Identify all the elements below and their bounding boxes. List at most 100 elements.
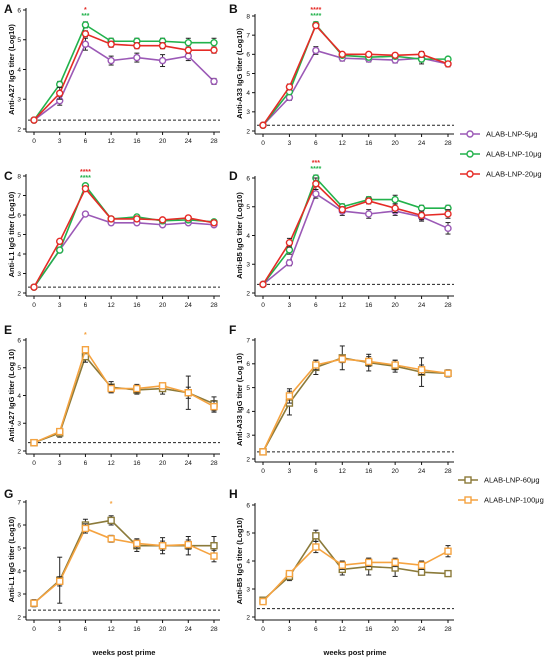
y-tick-label: 8 — [17, 173, 21, 180]
y-tick-label: 7 — [17, 193, 21, 200]
significance-marker: **** — [310, 13, 321, 20]
panel-label: F — [229, 323, 236, 337]
data-point — [312, 532, 320, 540]
y-tick-label: 6 — [17, 7, 21, 14]
significance-marker: *** — [312, 160, 320, 167]
data-point — [285, 83, 294, 91]
data-point — [312, 543, 320, 551]
series-line-orange — [262, 358, 449, 453]
data-point — [184, 52, 192, 60]
series-line-green — [33, 23, 214, 121]
x-tick-label: 6 — [84, 460, 88, 467]
data-point — [30, 283, 38, 291]
x-tick-label: 20 — [392, 626, 400, 633]
x-tick-label: 20 — [159, 460, 167, 467]
x-tick-label: 3 — [58, 626, 62, 633]
y-tick-label: 6 — [17, 522, 21, 529]
x-tick-label: 16 — [133, 626, 141, 633]
x-tick-label: 3 — [58, 460, 62, 467]
y-tick-label: 6 — [246, 175, 250, 182]
data-point — [338, 50, 346, 59]
y-tick-label: 2 — [246, 128, 250, 135]
legend-top: ALAB-LNP-5μg ALAB-LNP-10μg ALAB-LNP-20μg — [460, 130, 542, 179]
y-tick-label: 3 — [17, 97, 21, 104]
x-tick-label: 6 — [314, 626, 318, 633]
x-tick-label: 28 — [444, 626, 452, 633]
series-line-red — [33, 32, 214, 121]
y-tick-label: 8 — [246, 13, 250, 20]
y-tick-label: 4 — [246, 90, 250, 97]
x-tick-label: 20 — [159, 302, 167, 309]
legend-label: ALAB-LNP-60μg — [484, 476, 540, 485]
y-tick-label: 2 — [17, 290, 21, 297]
x-tick-label: 16 — [365, 140, 373, 147]
y-axis-label: Anti-L1 IgG titer (Log10) — [7, 191, 16, 277]
x-tick-label: 3 — [58, 138, 62, 145]
x-tick-label: 0 — [32, 302, 36, 309]
data-point — [365, 210, 373, 218]
data-point — [365, 357, 373, 366]
x-tick-label: 0 — [261, 626, 265, 633]
data-point — [133, 539, 141, 548]
data-point — [158, 382, 167, 390]
x-tick-label: 12 — [339, 140, 347, 147]
chart-panel-h: H Anti-B5 IgG titer (Log10) 2 3 4 5 6 0 3 6 12 16 20… — [229, 487, 454, 633]
y-tick-label: 2 — [17, 448, 21, 455]
y-tick-label: 5 — [17, 37, 21, 44]
series-line-purple — [33, 213, 215, 288]
series-line-olive — [33, 519, 214, 604]
panel-label: H — [229, 487, 238, 501]
x-tick-label: 6 — [314, 302, 318, 309]
x-tick-label: 24 — [185, 138, 193, 145]
x-tick-label: 24 — [185, 460, 193, 467]
data-point — [107, 384, 115, 393]
series-line-green — [262, 23, 448, 126]
data-point — [81, 21, 90, 29]
data-point — [417, 211, 426, 220]
data-point — [184, 46, 192, 54]
x-tick-label: 16 — [133, 460, 141, 467]
data-point — [107, 56, 115, 65]
data-point — [312, 190, 320, 198]
x-axis-label-right: weeks post prime — [323, 648, 387, 657]
x-tick-label: 24 — [185, 626, 193, 633]
legend-swatch-marker — [466, 150, 474, 158]
data-point — [365, 197, 373, 205]
legend-bottom: ALAB-LNP-60μg ALAB-LNP-100μg — [458, 476, 544, 505]
y-tick-label: 6 — [246, 502, 250, 509]
x-tick-label: 12 — [108, 138, 116, 145]
data-point — [184, 214, 192, 222]
chart-panel-f: F Anti-A33 IgG titer (Log 10) 2 3 4 5 6 7 0 3 6 12 1… — [229, 323, 454, 475]
x-tick-label: 16 — [133, 302, 141, 309]
x-tick-label: 6 — [84, 302, 88, 309]
data-point — [338, 205, 346, 214]
x-tick-label: 12 — [339, 626, 347, 633]
y-axis-label: Anti-A27 IgG titer (Log10) — [7, 24, 16, 115]
data-point — [184, 540, 192, 549]
data-point — [444, 569, 452, 578]
data-point — [259, 121, 267, 129]
x-tick-label: 24 — [418, 468, 426, 475]
data-point — [133, 42, 141, 50]
data-point — [285, 392, 294, 400]
x-tick-label: 16 — [365, 626, 373, 633]
y-tick-label: 7 — [246, 32, 250, 39]
x-tick-label: 0 — [32, 460, 36, 467]
data-point — [210, 542, 218, 550]
significance-marker: **** — [310, 7, 321, 14]
data-point — [365, 558, 373, 567]
panel-label: C — [4, 169, 13, 183]
y-tick-label: 6 — [17, 212, 21, 219]
panel-label: A — [4, 2, 13, 16]
y-tick-label: 5 — [246, 71, 250, 78]
y-tick-label: 4 — [17, 67, 21, 74]
chart-panel-c: C Anti-L1 IgG titer (Log10) 2 3 4 5 6 7 8 0 3 6 12 16… — [4, 169, 220, 309]
y-tick-label: 6 — [246, 52, 250, 59]
x-tick-label: 28 — [210, 138, 218, 145]
x-tick-label: 3 — [288, 140, 292, 147]
data-point — [107, 516, 115, 525]
x-tick-label: 12 — [108, 460, 116, 467]
data-point — [417, 204, 426, 212]
data-point — [81, 524, 90, 533]
